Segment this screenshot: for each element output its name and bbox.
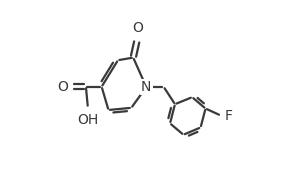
Text: O: O xyxy=(132,21,143,35)
Text: F: F xyxy=(224,109,232,123)
Text: N: N xyxy=(141,80,151,94)
Text: O: O xyxy=(58,80,69,94)
Text: OH: OH xyxy=(78,113,99,127)
